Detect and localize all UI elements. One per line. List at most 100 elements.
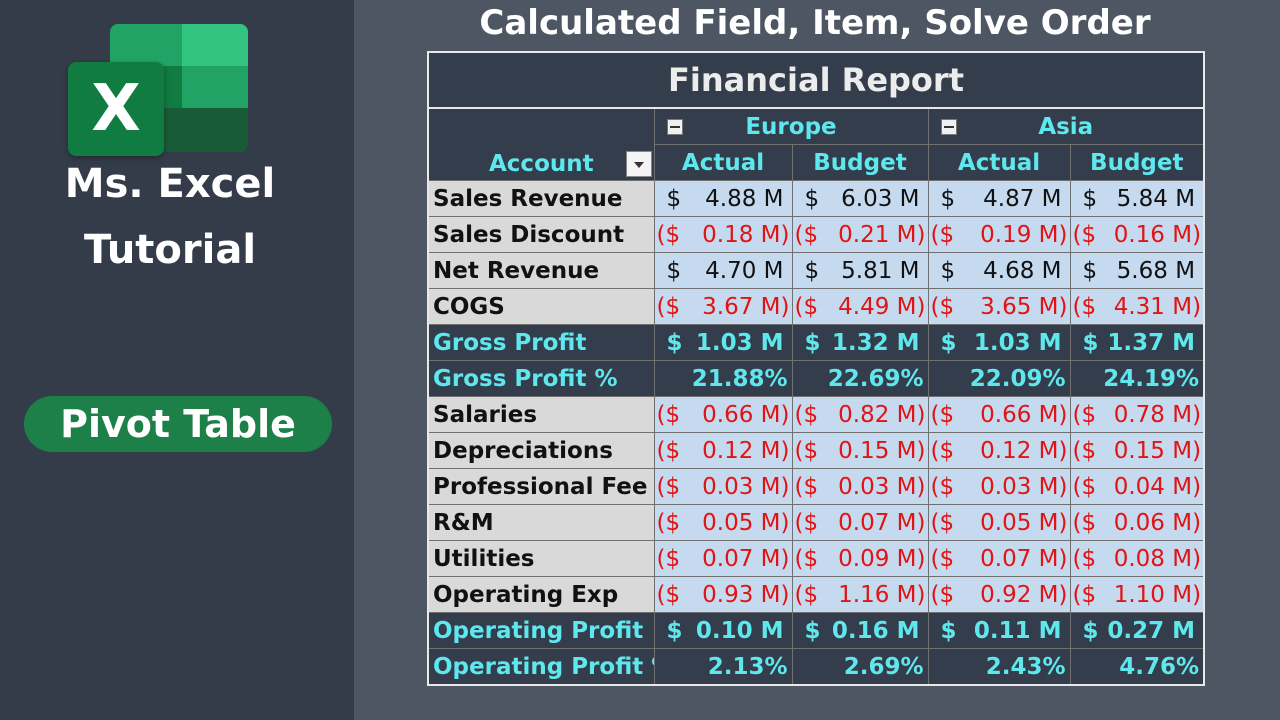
value-cell[interactable]: ($ 0.05 M) [927,504,1071,541]
accounting-value: ($ 0.15 M) [1071,438,1203,464]
value-cell[interactable]: $4.88 M [653,180,793,217]
accounting-value: ($ 0.03 M) [655,474,791,500]
value-cell[interactable]: ($ 3.65 M) [927,288,1071,325]
value-cell[interactable]: ($ 0.03 M) [653,468,793,505]
value-cell[interactable]: $1.03 M [927,324,1071,361]
value-cell[interactable]: 2.69% [791,648,929,686]
value-cell[interactable]: ($ 1.10 M) [1069,576,1205,613]
row-label[interactable]: Sales Discount [427,216,655,253]
value-cell[interactable]: ($ 4.49 M) [791,288,929,325]
value-cell[interactable]: $4.68 M [927,252,1071,289]
value-cell[interactable]: $0.10 M [653,612,793,649]
value-cell[interactable]: ($ 0.19 M) [927,216,1071,253]
column-header-asia-budget[interactable]: Budget [1069,144,1205,181]
table-row: Professional Fee ($ 0.03 M) ($ 0.03 M) ($ 0.03… [427,468,1205,505]
filter-dropdown-icon[interactable] [625,151,652,177]
row-label[interactable]: Salaries [427,396,655,433]
value-cell[interactable]: ($ 0.05 M) [653,504,793,541]
value-cell[interactable]: 2.43% [927,648,1071,686]
currency-symbol: ($ [656,221,681,248]
value-cell[interactable]: ($ 0.03 M) [791,468,929,505]
collapse-minus-icon[interactable] [940,119,957,135]
accounting-value: $5.84 M [1071,186,1203,212]
value-cell[interactable]: ($ 0.21 M) [791,216,929,253]
value-cell[interactable]: ($ 0.07 M) [653,540,793,577]
value-cell[interactable]: ($ 0.04 M) [1069,468,1205,505]
row-label[interactable]: Operating Exp [427,576,655,613]
row-label[interactable]: Sales Revenue [427,180,655,217]
value-cell[interactable]: 4.76% [1069,648,1205,686]
value-cell[interactable]: $5.68 M [1069,252,1205,289]
value-cell[interactable]: $1.03 M [653,324,793,361]
value-cell[interactable]: ($ 0.66 M) [653,396,793,433]
group-header-asia[interactable]: Asia [927,107,1205,145]
value-cell[interactable]: ($ 3.67 M) [653,288,793,325]
value-cell[interactable]: $5.84 M [1069,180,1205,217]
accounting-value: ($ 0.05 M) [655,510,791,536]
value-cell[interactable]: ($ 0.66 M) [927,396,1071,433]
currency-symbol: ($ [1072,509,1097,536]
value-cell[interactable]: 22.69% [791,360,929,397]
value-cell[interactable]: ($ 0.82 M) [791,396,929,433]
accounting-value: ($ 0.92 M) [929,581,1069,608]
row-label[interactable]: Professional Fee [427,468,655,505]
row-label[interactable]: Net Revenue [427,252,655,289]
column-header-europe-actual[interactable]: Actual [653,144,793,181]
accounting-value: $0.27 M [1071,618,1203,644]
value-cell[interactable]: ($ 0.16 M) [1069,216,1205,253]
value-cell[interactable]: ($ 0.07 M) [791,504,929,541]
value-cell[interactable]: ($ 0.12 M) [653,432,793,469]
value-cell[interactable]: $0.27 M [1069,612,1205,649]
row-label[interactable]: Gross Profit % [427,360,655,397]
currency-symbol: $ [804,617,821,644]
value-cell[interactable]: ($ 0.93 M) [653,576,793,613]
value-cell[interactable]: $1.32 M [791,324,929,361]
value-cell[interactable]: ($ 4.31 M) [1069,288,1205,325]
value-cell[interactable]: ($ 0.78 M) [1069,396,1205,433]
currency-symbol: ($ [1072,473,1097,500]
value-cell[interactable]: $4.87 M [927,180,1071,217]
value-cell[interactable]: ($ 0.07 M) [927,540,1071,577]
row-label[interactable]: R&M [427,504,655,541]
value-cell[interactable]: $4.70 M [653,252,793,289]
group-header-europe[interactable]: Europe [653,107,929,145]
row-label[interactable]: Operating Profit [427,612,655,649]
amount: 0.09 M) [838,545,926,572]
value-cell[interactable]: ($ 0.08 M) [1069,540,1205,577]
value-cell[interactable]: $1.37 M [1069,324,1205,361]
row-label[interactable]: COGS [427,288,655,325]
amount: 0.66 M) [980,401,1068,428]
value-cell[interactable]: ($ 0.12 M) [927,432,1071,469]
value-cell[interactable]: ($ 0.06 M) [1069,504,1205,541]
value-cell[interactable]: ($ 0.92 M) [927,576,1071,613]
row-label[interactable]: Utilities [427,540,655,577]
row-label[interactable]: Operating Profit % [427,648,655,686]
currency-symbol: ($ [930,581,955,608]
value-cell[interactable]: ($ 0.09 M) [791,540,929,577]
financial-report-pivot-table[interactable]: Financial Report Account Europe Asia Act… [427,51,1206,686]
accounting-value: $0.11 M [929,618,1069,644]
accounting-value: ($ 1.16 M) [793,582,927,608]
accounting-value: ($ 4.49 M) [793,294,927,320]
value-cell[interactable]: 2.13% [653,648,793,686]
value-cell[interactable]: ($ 1.16 M) [791,576,929,613]
accounting-value: ($ 0.04 M) [1071,473,1203,500]
value-cell[interactable]: $6.03 M [791,180,929,217]
row-label[interactable]: Gross Profit [427,324,655,361]
value-cell[interactable]: ($ 0.15 M) [1069,432,1205,469]
value-cell[interactable]: $5.81 M [791,252,929,289]
value-cell[interactable]: 22.09% [927,360,1071,397]
value-cell[interactable]: $0.11 M [927,612,1071,649]
column-header-europe-budget[interactable]: Budget [791,144,929,181]
value-cell[interactable]: ($ 0.03 M) [927,468,1071,505]
column-header-asia-actual[interactable]: Actual [927,144,1071,181]
accounting-value: ($ 0.03 M) [929,474,1069,500]
value-cell[interactable]: ($ 0.15 M) [791,432,929,469]
collapse-minus-icon[interactable] [666,119,683,135]
value-cell[interactable]: $0.16 M [791,612,929,649]
value-cell[interactable]: 21.88% [653,360,793,397]
row-label[interactable]: Depreciations [427,432,655,469]
accounting-value: ($ 0.07 M) [655,546,791,572]
value-cell[interactable]: ($ 0.18 M) [653,216,793,253]
value-cell[interactable]: 24.19% [1069,360,1205,397]
